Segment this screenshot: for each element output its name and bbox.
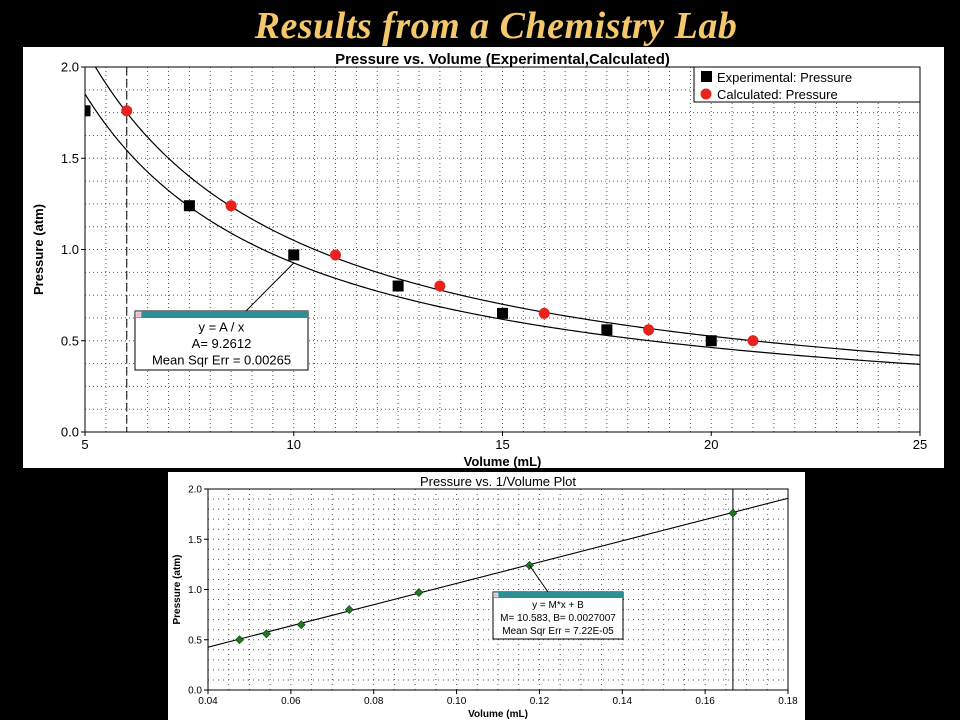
chart-title: Pressure vs. 1/Volume Plot (420, 474, 576, 489)
y-axis-label: Pressure (atm) (31, 204, 46, 295)
fit-box-leader (529, 565, 549, 593)
x-tick-label: 0.12 (530, 696, 550, 707)
x-axis-label: Volume (mL) (464, 454, 542, 468)
y-tick-label: 0.5 (61, 333, 79, 348)
x-tick-label: 0.18 (778, 696, 798, 707)
fit-curve (85, 93, 920, 365)
legend-marker-square (701, 71, 712, 82)
pressure-volume-chart: Pressure vs. Volume (Experimental,Calcul… (23, 47, 944, 468)
y-tick-label: 0.0 (188, 686, 202, 697)
fit-curve (94, 67, 920, 356)
data-point-calculated (538, 307, 550, 319)
data-point (728, 508, 738, 518)
fit-box-leader (245, 262, 295, 312)
x-tick-label: 0.16 (695, 696, 715, 707)
x-tick-label: 15 (495, 437, 509, 452)
y-axis-label: Pressure (atm) (172, 554, 183, 624)
data-point-calculated (747, 335, 759, 347)
x-tick-label: 0.14 (613, 696, 633, 707)
data-point-experimental (288, 249, 300, 261)
y-tick-label: 0.0 (61, 425, 79, 440)
data-point-experimental (601, 324, 613, 336)
fit-equation: y = M*x + B (532, 600, 584, 611)
fit-box-frame (134, 310, 309, 371)
data-point (296, 620, 306, 630)
data-point-calculated (121, 105, 133, 117)
y-tick-label: 1.5 (188, 535, 202, 546)
x-tick-label: 20 (704, 437, 718, 452)
data-point (235, 635, 244, 645)
y-tick-label: 1.0 (188, 585, 202, 596)
fit-box-header (135, 311, 308, 318)
grid-dots (208, 489, 788, 690)
data-point-experimental (183, 200, 195, 212)
legend-label: Calculated: Pressure (717, 87, 838, 102)
data-point-calculated (643, 324, 655, 336)
pressure-volume-svg: Pressure vs. Volume (Experimental,Calcul… (31, 51, 927, 468)
legend-box (693, 66, 921, 103)
data-point-experimental (705, 335, 717, 347)
data-point-experimental (392, 280, 404, 292)
data-point-experimental (497, 307, 508, 319)
y-tick-label: 0.5 (188, 635, 202, 646)
x-tick-label: 0.08 (364, 696, 384, 707)
plot-frame (207, 488, 789, 691)
fit-parameters: A= 9.2612 (192, 336, 252, 351)
fit-box-tab (135, 311, 142, 318)
fit-equation: y = A / x (199, 320, 245, 335)
data-point (414, 588, 424, 597)
data-point-calculated (434, 280, 446, 292)
pressure-inverse-volume-svg: Pressure vs. 1/Volume Plot 0.04 0.06 0.08 0.… (172, 474, 798, 720)
fit-error: Mean Sqr Err = 7.22E-05 (502, 626, 614, 637)
legend-marker-circle (700, 88, 712, 100)
fit-parameters: M= 10.583, B= 0.0027007 (500, 613, 616, 624)
x-axis-label: Volume (mL) (468, 709, 528, 720)
grid-dots (85, 67, 920, 432)
fit-error: Mean Sqr Err = 0.00265 (152, 353, 291, 368)
legend: Experimental: Pressure Calculated: Pressu… (693, 66, 921, 103)
plot-area (208, 489, 788, 690)
x-tick-label: 0.06 (281, 696, 301, 707)
plot-area (85, 67, 920, 432)
fit-box-tab (493, 592, 499, 598)
slide-title: Results from a Chemistry Lab (254, 5, 738, 47)
data-point (344, 605, 354, 615)
y-tick-label: 1.5 (61, 151, 79, 166)
y-tick-label: 1.0 (61, 242, 79, 257)
fit-box: y = A / xA= 9.2612 Mean Sqr Err = 0.00265 (134, 262, 309, 371)
chart-title: Pressure vs. Volume (Experimental,Calcul… (335, 51, 670, 68)
y-tick-label: 2.0 (188, 485, 202, 496)
pressure-inverse-volume-chart: Pressure vs. 1/Volume Plot 0.04 0.06 0.08 0.… (168, 472, 805, 720)
x-tick-label: 5 (81, 437, 88, 452)
legend-label: Experimental: Pressure (717, 70, 852, 85)
x-tick-label: 25 (913, 437, 927, 452)
fit-box-header (493, 592, 623, 598)
fit-line (208, 497, 788, 648)
x-tick-label: 10 (287, 437, 301, 452)
data-point (261, 629, 271, 639)
x-tick-label: 0.10 (447, 696, 467, 707)
data-point-calculated (330, 249, 341, 261)
x-tick-label: 0.04 (198, 696, 218, 707)
plot-frame (84, 66, 921, 433)
data-point-experimental (85, 105, 91, 117)
data-point-calculated (225, 200, 237, 212)
y-tick-label: 2.0 (61, 60, 79, 75)
fit-box: y = M*x + B M= 10.583, B= 0.0027007 Mean S… (492, 565, 624, 640)
